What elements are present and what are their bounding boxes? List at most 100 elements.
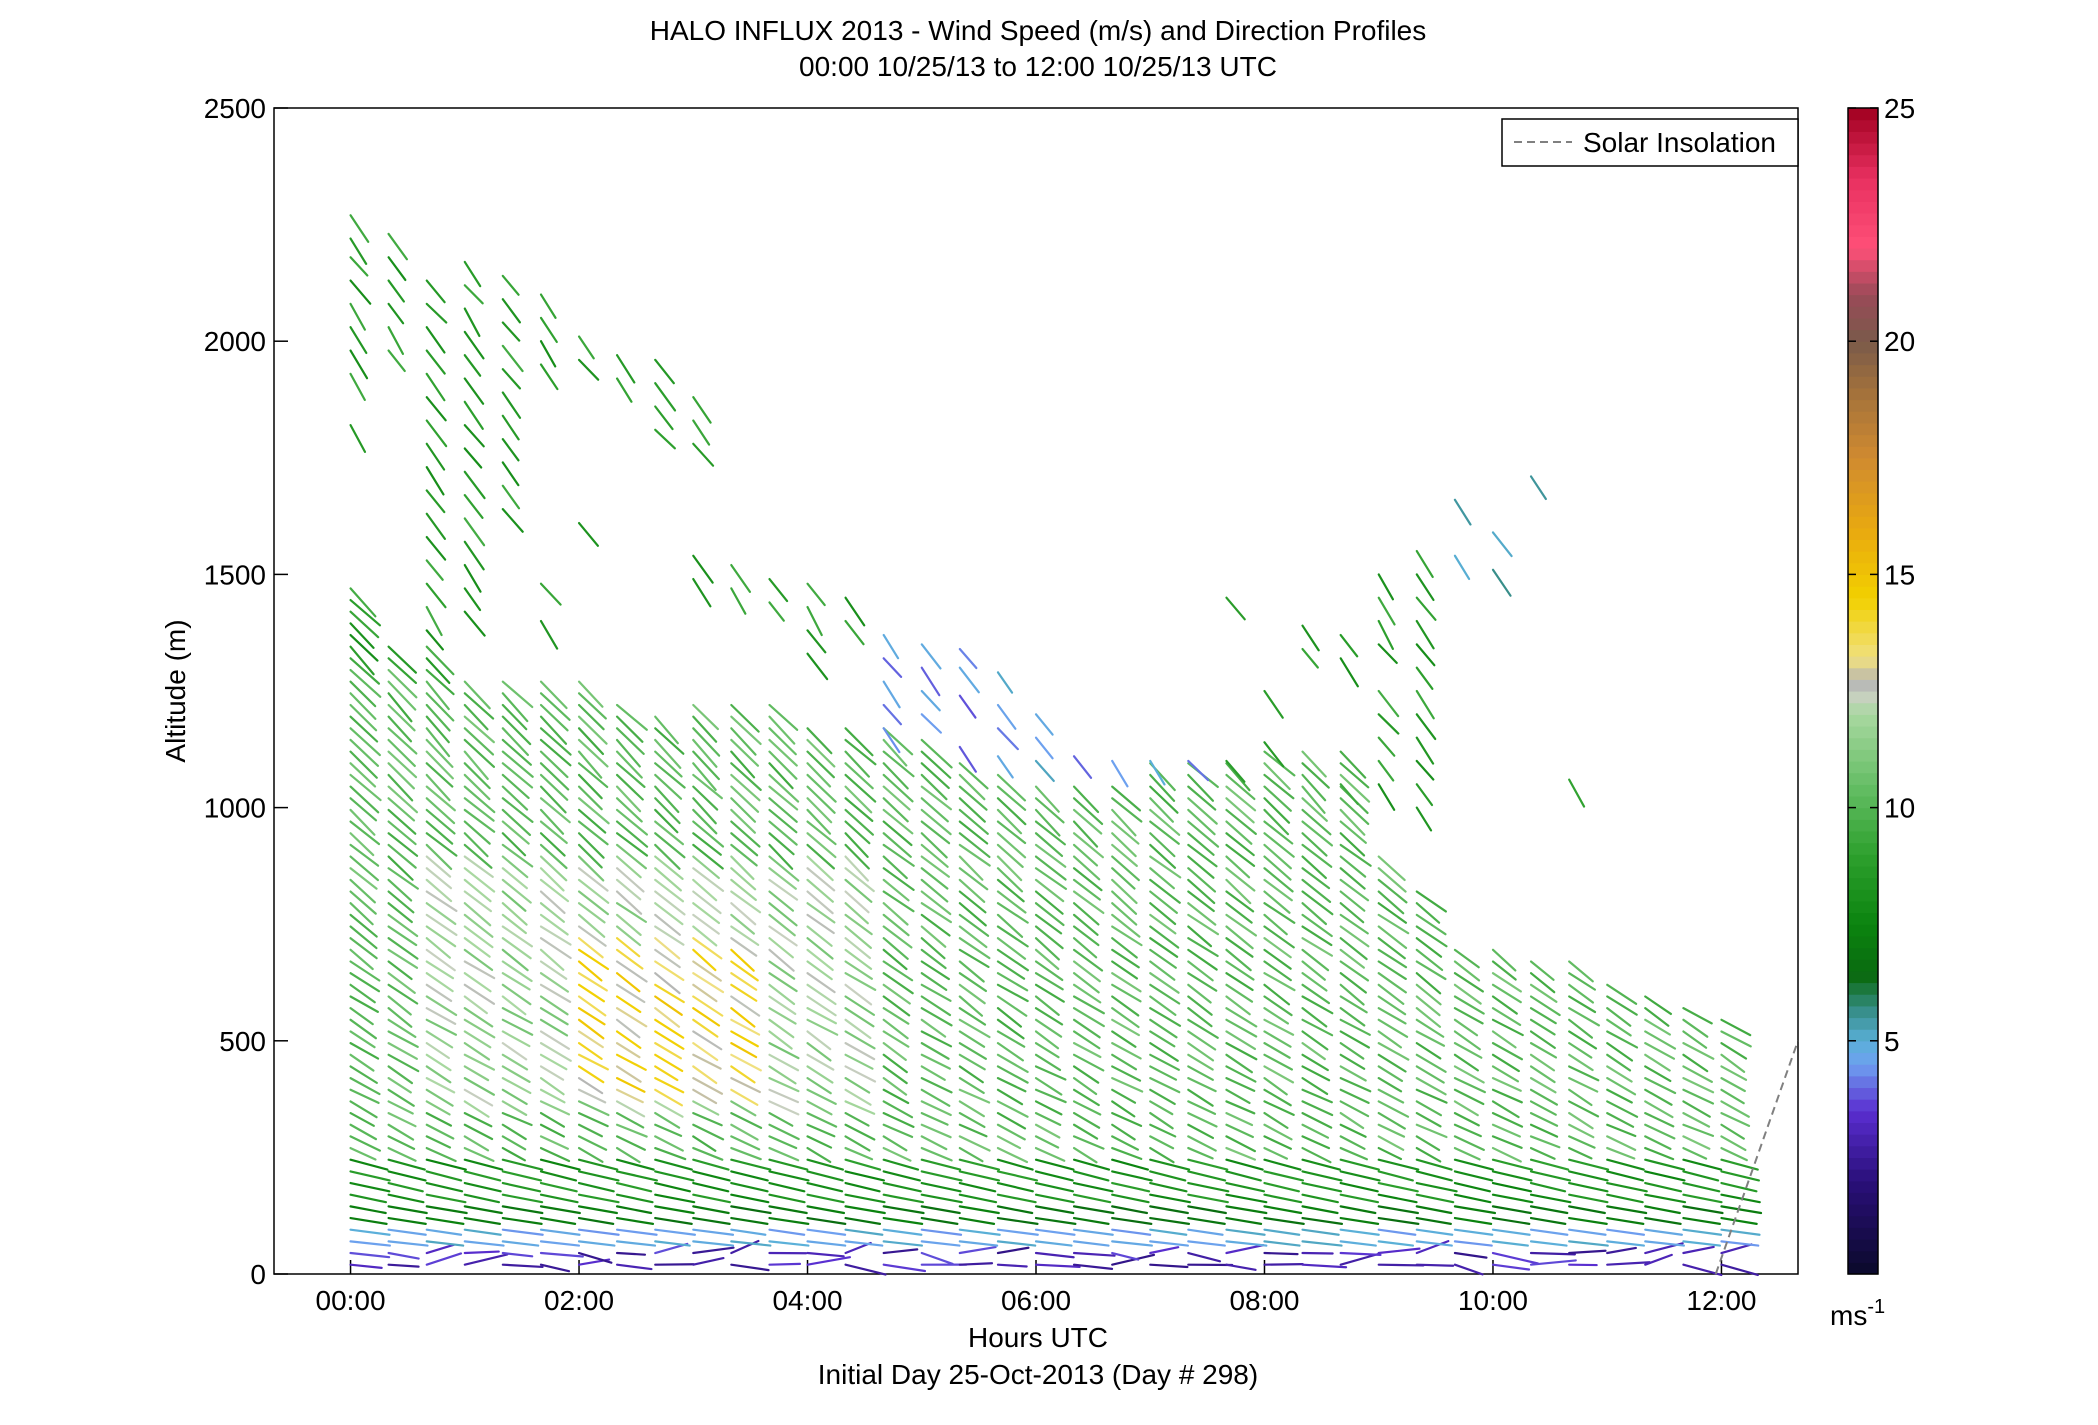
wind-barb xyxy=(768,1018,795,1039)
wind-barb xyxy=(920,1007,953,1027)
wind-barb xyxy=(615,1193,654,1204)
wind-barb xyxy=(1529,1216,1567,1225)
wind-barb xyxy=(692,703,720,731)
wind-barb xyxy=(996,843,1024,868)
wind-barb xyxy=(920,666,941,697)
wind-barb xyxy=(1415,1170,1453,1182)
colorbar-segment xyxy=(1848,1250,1878,1263)
wind-barb xyxy=(387,820,417,846)
wind-barb xyxy=(996,1077,1027,1093)
wind-barb xyxy=(539,972,570,993)
wind-barb xyxy=(654,773,683,800)
wind-barb xyxy=(806,808,832,835)
y-tick-label: 0 xyxy=(250,1259,266,1290)
wind-barb xyxy=(463,1158,504,1171)
wind-barb xyxy=(501,878,532,904)
wind-barb xyxy=(501,808,532,836)
wind-barb xyxy=(387,232,408,261)
wind-barb xyxy=(844,983,873,1006)
wind-barb xyxy=(349,738,380,767)
wind-barb xyxy=(958,902,987,927)
wind-barb xyxy=(958,913,990,937)
wind-barb xyxy=(1225,759,1246,783)
wind-barb xyxy=(1339,808,1366,836)
wind-barb xyxy=(1377,867,1407,893)
wind-barb xyxy=(1149,1240,1189,1247)
wind-barb xyxy=(730,1123,759,1141)
x-tick-label: 02:00 xyxy=(544,1285,614,1316)
wind-barb xyxy=(882,1030,910,1048)
wind-barb xyxy=(882,972,914,995)
wind-barb xyxy=(768,960,796,980)
wind-barb xyxy=(1682,1042,1715,1060)
wind-barb xyxy=(1682,1146,1708,1160)
colorbar-segment xyxy=(1848,725,1878,739)
wind-barb xyxy=(615,797,643,823)
wind-barb xyxy=(387,890,415,914)
wind-barb xyxy=(882,937,909,960)
wind-barb xyxy=(501,1030,531,1048)
wind-barb xyxy=(806,1256,852,1266)
wind-barb xyxy=(1149,1030,1176,1048)
wind-barb xyxy=(1263,995,1293,1017)
wind-barb xyxy=(1339,902,1365,924)
wind-barb xyxy=(806,1170,844,1182)
wind-barb xyxy=(1415,1088,1448,1104)
wind-barb xyxy=(1072,995,1105,1015)
wind-barb xyxy=(768,1123,800,1141)
wind-barb xyxy=(1606,1018,1632,1037)
colorbar-segment xyxy=(1848,119,1878,132)
wind-barb xyxy=(1720,1263,1759,1277)
wind-barb xyxy=(1263,890,1291,914)
wind-barb xyxy=(1720,1205,1763,1215)
colorbar-segment xyxy=(1848,457,1878,471)
wind-barb xyxy=(1339,1251,1382,1257)
wind-barb xyxy=(1491,1181,1533,1193)
wind-barb xyxy=(958,773,986,801)
wind-barb xyxy=(654,902,684,926)
wind-barb xyxy=(577,925,607,947)
wind-barb xyxy=(768,902,798,927)
colorbar-segment xyxy=(1848,830,1878,844)
wind-barb xyxy=(1568,1170,1609,1182)
wind-barb xyxy=(1034,1007,1064,1026)
wind-barb xyxy=(1453,1135,1485,1151)
wind-barb xyxy=(1034,1065,1067,1081)
colorbar-segment xyxy=(1848,1192,1878,1205)
wind-barb xyxy=(768,738,798,767)
wind-barb xyxy=(1568,1205,1606,1215)
wind-barb xyxy=(425,960,455,980)
wind-barb xyxy=(1187,1146,1214,1160)
wind-barb xyxy=(1301,1205,1339,1215)
wind-barb xyxy=(425,867,453,890)
wind-barb xyxy=(1339,832,1366,857)
wind-barb xyxy=(1415,1135,1441,1152)
wind-barb xyxy=(1072,913,1099,936)
wind-barb xyxy=(425,1123,455,1140)
wind-barb xyxy=(654,843,681,870)
wind-barb xyxy=(1682,1077,1715,1094)
x-tick-label: 00:00 xyxy=(316,1285,386,1316)
wind-barb xyxy=(1187,960,1214,982)
wind-barb xyxy=(920,1158,962,1171)
wind-barb xyxy=(349,750,378,779)
wind-barb xyxy=(1149,913,1177,935)
wind-barb xyxy=(1453,1042,1483,1059)
wind-barb xyxy=(425,832,458,857)
wind-barb xyxy=(615,1181,653,1193)
wind-barb xyxy=(1415,995,1441,1017)
wind-barb xyxy=(425,948,456,972)
wind-barb xyxy=(692,972,725,994)
wind-barb xyxy=(958,1135,991,1152)
wind-barb xyxy=(844,797,874,822)
wind-barb xyxy=(349,902,374,926)
wind-barb xyxy=(1339,657,1359,688)
wind-barb xyxy=(539,738,572,767)
wind-barb xyxy=(501,937,532,960)
colorbar-segment xyxy=(1848,177,1878,191)
wind-barb xyxy=(768,937,794,959)
wind-barb xyxy=(768,1135,798,1150)
wind-barb xyxy=(1568,1216,1608,1225)
wind-barb xyxy=(577,692,607,720)
wind-barb xyxy=(577,738,609,768)
